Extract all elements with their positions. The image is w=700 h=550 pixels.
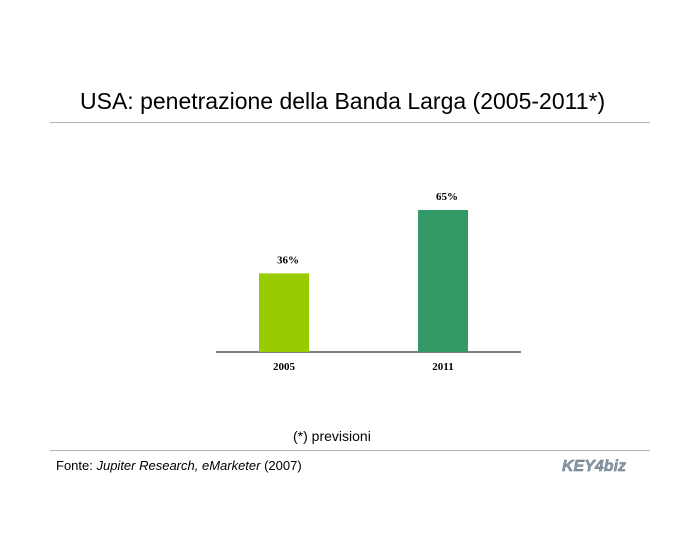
source-year: (2007) [260,458,302,473]
x-tick-label-2011: 2011 [432,361,453,373]
forecast-note: (*) previsioni [293,428,371,444]
x-tick-label-2005: 2005 [273,361,296,373]
bar-2005 [259,273,309,352]
bar-2011 [418,210,468,352]
source-names: Jupiter Research, eMarketer [96,458,261,473]
source-prefix: Fonte: [56,458,97,473]
value-label-2005: 36% [277,254,299,266]
source-citation: Fonte: Jupiter Research, eMarketer (2007… [56,458,302,473]
footer-divider [50,450,650,451]
title-divider [50,122,650,123]
bar-chart: 36% 2005 65% 2011 [216,191,521,373]
value-label-2011: 65% [436,191,458,203]
chart-title: USA: penetrazione della Banda Larga (200… [80,88,606,114]
svg-text:KEY4biz: KEY4biz [562,458,626,475]
key4biz-logo: KEY4biz [562,458,626,475]
